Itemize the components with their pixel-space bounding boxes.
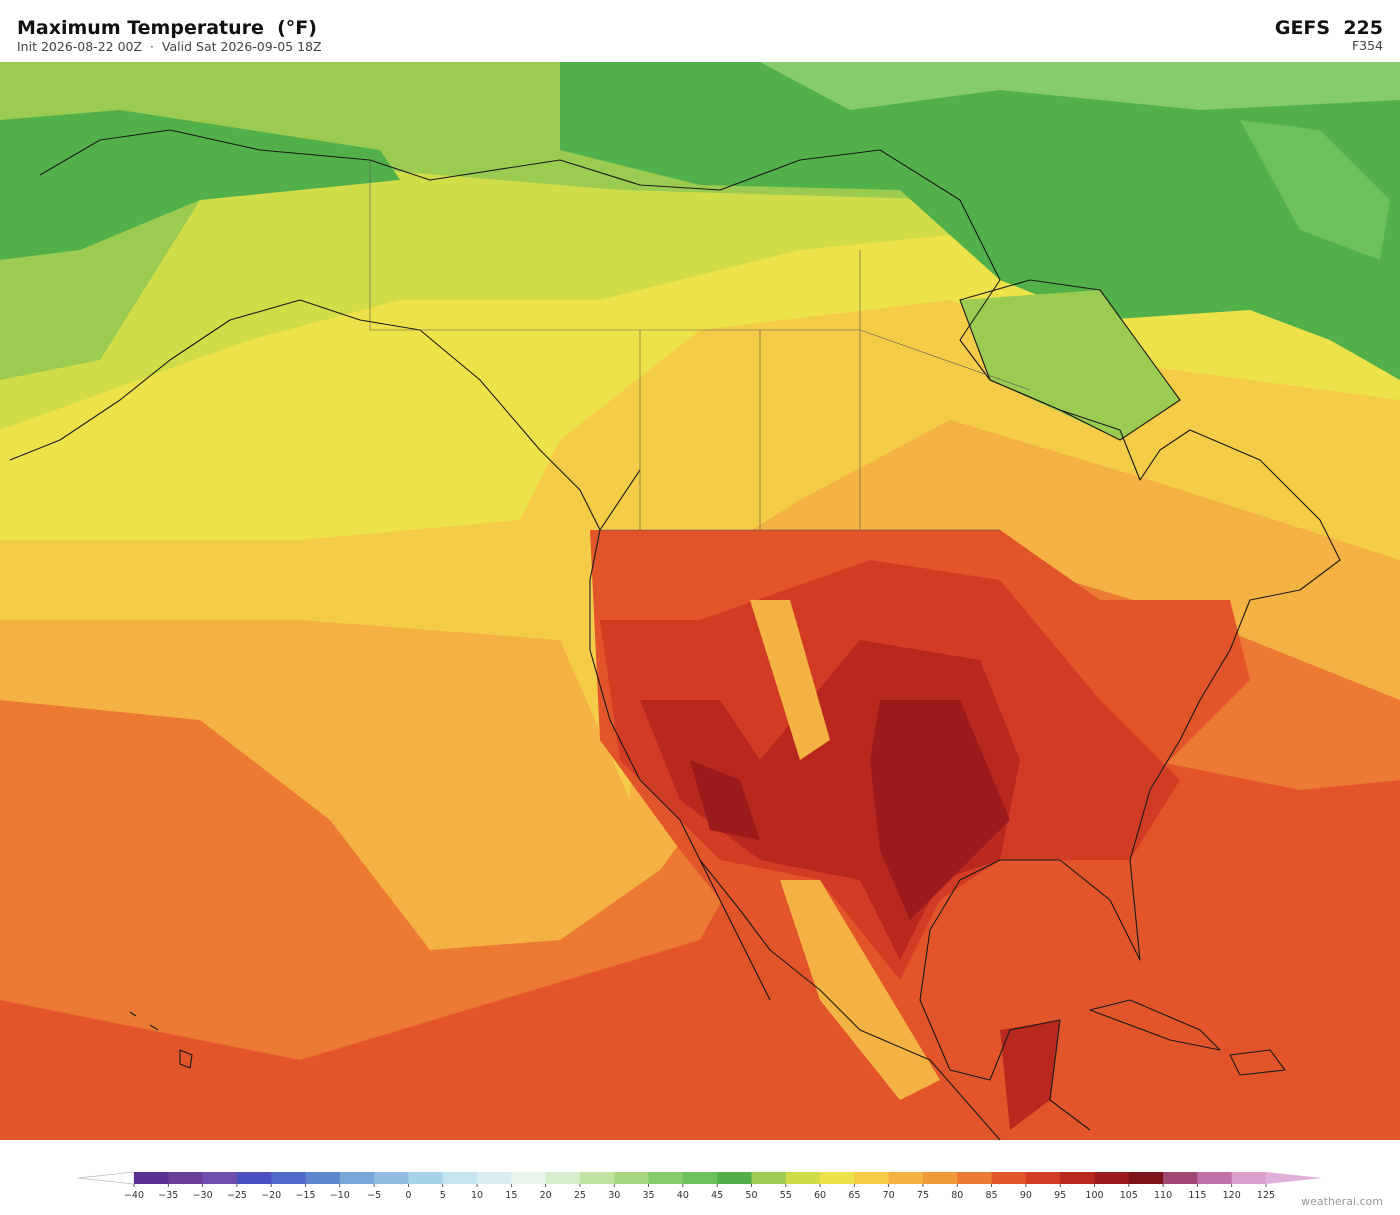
- colorbar-cell: [339, 1172, 375, 1184]
- forecast-hour: F354: [1352, 38, 1383, 53]
- colorbar-cell: [1163, 1172, 1198, 1184]
- colorbar-tick-label: 105: [1120, 1190, 1138, 1201]
- colorbar-tick-label: 85: [986, 1190, 998, 1201]
- colorbar-under: [77, 1171, 135, 1185]
- colorbar-tick-label: 125: [1257, 1190, 1275, 1201]
- colorbar-cell: [1060, 1172, 1095, 1184]
- colorbar-cell: [579, 1172, 615, 1184]
- colorbar-tick-label: 20: [540, 1190, 552, 1201]
- colorbar-tick-label: 10: [471, 1190, 483, 1201]
- colorbar-tick-label: 45: [711, 1190, 723, 1201]
- colorbar-cell: [202, 1172, 238, 1184]
- temp-zone: [560, 62, 1400, 380]
- cuba: [1089, 999, 1221, 1051]
- coastline: [9, 129, 1341, 1140]
- colorbar-tick-label: 5: [440, 1190, 446, 1201]
- colorbar-cell: [1231, 1172, 1267, 1184]
- colorbar-cell: [785, 1172, 821, 1184]
- colorbar-tick-label: −25: [227, 1190, 247, 1201]
- colorbar-tick-label: 15: [505, 1190, 517, 1201]
- colorbar-tick-label: 100: [1085, 1190, 1103, 1201]
- temp-zone: [1000, 1020, 1060, 1130]
- colorbar: −40 −35 −30 −25 −20 −15 −10 −5 0 5 10 15 20 25 30 35 40 4…: [77, 1171, 1322, 1201]
- colorbar-cell: [1128, 1172, 1164, 1184]
- temp-zone: [780, 880, 940, 1100]
- map: [0, 62, 1400, 1140]
- colorbar-cell: [374, 1172, 409, 1184]
- colorbar-tick-label: 120: [1223, 1190, 1241, 1201]
- colorbar-tick-label: 115: [1188, 1190, 1206, 1201]
- colorbar-tick-label: 65: [848, 1190, 860, 1201]
- colorbar-cell: [477, 1172, 512, 1184]
- temp-zone: [870, 700, 1010, 920]
- colorbar-cell: [717, 1172, 752, 1184]
- colorbar-tick-label: 95: [1054, 1190, 1066, 1201]
- colorbar-cell: [751, 1172, 787, 1184]
- watermark: weatherai.com: [1301, 1195, 1383, 1208]
- colorbar-cell: [991, 1172, 1027, 1184]
- colorbar-tick-label: 35: [642, 1190, 654, 1201]
- colorbar-cell: [1094, 1172, 1130, 1184]
- colorbar-cell: [134, 1172, 169, 1184]
- colorbar-tick-label: 110: [1154, 1190, 1172, 1201]
- temp-zone: [750, 600, 830, 760]
- temp-zone: [960, 290, 1180, 440]
- temp-zone: [690, 760, 760, 840]
- model-label: GEFS 225: [1275, 17, 1383, 39]
- colorbar-tick-label: 30: [608, 1190, 620, 1201]
- colorbar-tick-label: −40: [124, 1190, 144, 1201]
- colorbar-tick-label: 90: [1020, 1190, 1032, 1201]
- colorbar-tick-label: 50: [745, 1190, 757, 1201]
- colorbar-cell: [305, 1172, 341, 1184]
- colorbar-tick-label: 70: [883, 1190, 895, 1201]
- colorbar-cell: [922, 1172, 958, 1184]
- colorbar-tick-label: 55: [780, 1190, 792, 1201]
- colorbar-cell: [545, 1172, 581, 1184]
- colorbar-cell: [682, 1172, 718, 1184]
- temp-zone: [0, 110, 400, 260]
- temp-zone: [1240, 120, 1390, 260]
- colorbar-tick-label: 40: [677, 1190, 689, 1201]
- colorbar-tick-label: −35: [158, 1190, 178, 1201]
- colorbar-cell: [1197, 1172, 1233, 1184]
- colorbar-cell: [236, 1172, 272, 1184]
- colorbar-cell: [271, 1172, 307, 1184]
- colorbar-tick-label: 80: [951, 1190, 963, 1201]
- colorbar-cell: [511, 1172, 547, 1184]
- colorbar-tick-label: −30: [193, 1190, 213, 1201]
- colorbar-cell: [614, 1172, 650, 1184]
- colorbar-tick-label: −10: [330, 1190, 350, 1201]
- colorbar-cell: [854, 1172, 890, 1184]
- subtitle: Init 2026-08-22 00Z · Valid Sat 2026-09-…: [17, 39, 322, 54]
- colorbar-cell: [168, 1172, 204, 1184]
- colorbar-cell: [957, 1172, 993, 1184]
- title: Maximum Temperature (°F): [17, 17, 317, 39]
- colorbar-tick-label: −5: [367, 1190, 381, 1201]
- hispaniola: [1229, 1049, 1286, 1076]
- hudson-bay: [959, 279, 1181, 441]
- colorbar-tick-label: 25: [574, 1190, 586, 1201]
- colorbar-tick-label: 60: [814, 1190, 826, 1201]
- border: [369, 160, 1031, 531]
- colorbar-tick-label: 75: [917, 1190, 929, 1201]
- hawaii: [129, 1011, 193, 1069]
- colorbar-cell: [442, 1172, 478, 1184]
- temp-zone: [760, 62, 1400, 110]
- colorbar-tick-label: 0: [405, 1190, 411, 1201]
- colorbar-cell: [1025, 1172, 1061, 1184]
- colorbar-tick-label: −20: [261, 1190, 281, 1201]
- colorbar-cell: [408, 1172, 444, 1184]
- colorbar-cell: [888, 1172, 924, 1184]
- colorbar-tick-label: −15: [295, 1190, 315, 1201]
- colorbar-cell: [820, 1172, 855, 1184]
- colorbar-over: [1266, 1172, 1322, 1184]
- coastline: [699, 859, 771, 1001]
- colorbar-cell: [648, 1172, 684, 1184]
